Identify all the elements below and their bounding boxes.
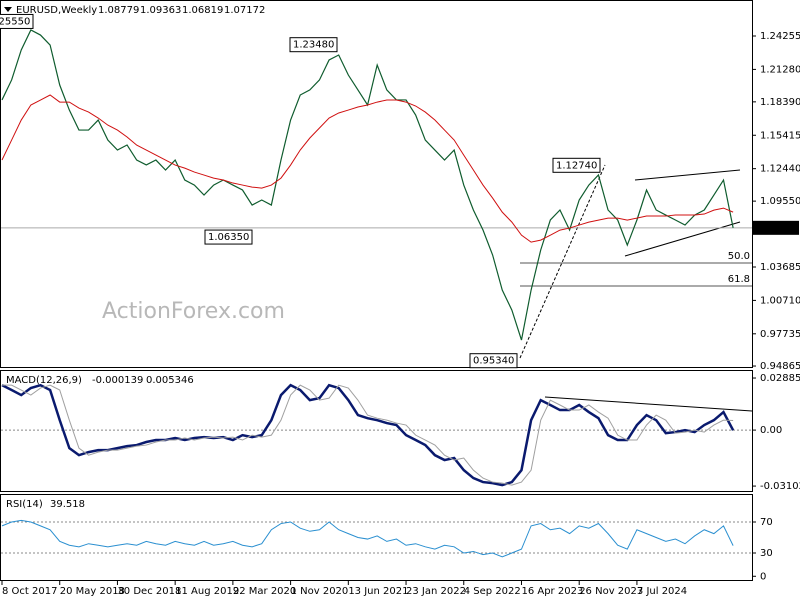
macd-signal-value: 0.005346 xyxy=(146,375,194,386)
fib-label: 50.0 xyxy=(728,251,750,262)
x-tick-label: 4 Sep 2022 xyxy=(464,586,521,597)
x-tick-label: 16 Apr 2023 xyxy=(521,586,583,597)
price-panel xyxy=(0,0,753,368)
y-tick-label: 1.18390 xyxy=(760,97,800,108)
price-label-box xyxy=(204,229,253,245)
price-label-box xyxy=(289,37,338,53)
macd-trend-line xyxy=(544,396,753,412)
ohlc-close: 1.07172 xyxy=(224,5,265,16)
y-tick-label: 0.028852 xyxy=(760,373,800,384)
x-tick-label: 26 Nov 2023 xyxy=(579,586,643,597)
y-tick-label: 1.24255 xyxy=(760,31,800,42)
symbol: EURUSD,Weekly xyxy=(16,5,97,16)
price-label: 1.12740 xyxy=(556,160,597,171)
y-tick-label: 1.12440 xyxy=(760,164,800,175)
price-label-box xyxy=(469,353,518,369)
x-tick-label: 13 Jun 2021 xyxy=(348,586,408,597)
y-tick-label: 1.00710 xyxy=(760,295,800,306)
y-tick-label: 1.03685 xyxy=(760,262,800,273)
x-tick-label: 11 Aug 2019 xyxy=(175,586,239,597)
current-price-label: 1.07172 xyxy=(757,223,798,234)
ohlc-high: 1.09363 xyxy=(140,5,181,16)
y-tick-label: 0.94865 xyxy=(760,361,800,372)
series-line xyxy=(1,94,734,243)
y-tick-label: 30 xyxy=(760,548,773,559)
x-tick-label: 1 Nov 2020 xyxy=(291,586,349,597)
y-tick-label: -0.031026 xyxy=(760,481,800,492)
price-label: 1.06350 xyxy=(208,232,249,243)
price-label: 1.23480 xyxy=(293,40,334,51)
x-tick-label: 22 Mar 2020 xyxy=(233,586,296,597)
series-line xyxy=(2,384,734,486)
price-label-box xyxy=(0,13,34,29)
x-tick-label: 23 Jan 2022 xyxy=(406,586,466,597)
x-tick-label: 30 Dec 2018 xyxy=(117,586,181,597)
y-tick-label: 0.00 xyxy=(760,425,782,436)
y-tick-label: 0 xyxy=(760,571,766,582)
rsi-panel xyxy=(0,494,753,581)
macd-panel xyxy=(0,370,753,492)
y-tick-label: 0.97735 xyxy=(760,329,800,340)
price-label: 1.25550 xyxy=(0,16,30,27)
current-price-box xyxy=(753,220,799,235)
y-tick-label: 1.15415 xyxy=(760,130,800,141)
menu-arrow xyxy=(4,7,12,12)
price-label-box xyxy=(552,157,601,173)
ohlc-low: 1.06819 xyxy=(182,5,223,16)
x-tick-label: 8 Oct 2017 xyxy=(2,586,57,597)
y-tick-label: 1.21280 xyxy=(760,64,800,75)
series-line xyxy=(1,519,734,558)
x-tick-label: 7 Jul 2024 xyxy=(637,586,687,597)
series-line xyxy=(1,383,735,487)
wedge-upper xyxy=(634,169,741,181)
rsi-title: RSI(14) xyxy=(6,499,43,510)
y-tick-label: 1.09550 xyxy=(760,196,800,207)
rsi-value: 39.518 xyxy=(50,499,85,510)
y-tick-label: 70 xyxy=(760,517,773,528)
watermark: ActionForex.com xyxy=(102,299,285,324)
x-tick-label: 20 May 2018 xyxy=(60,586,125,597)
macd-title: MACD(12,26,9) xyxy=(6,375,82,386)
trend-line xyxy=(519,164,606,359)
ohlc-open: 1.08779 xyxy=(98,5,139,16)
price-label: 0.95340 xyxy=(473,356,514,367)
macd-value: -0.000139 xyxy=(92,375,143,386)
fib-label: 61.8 xyxy=(728,274,750,285)
